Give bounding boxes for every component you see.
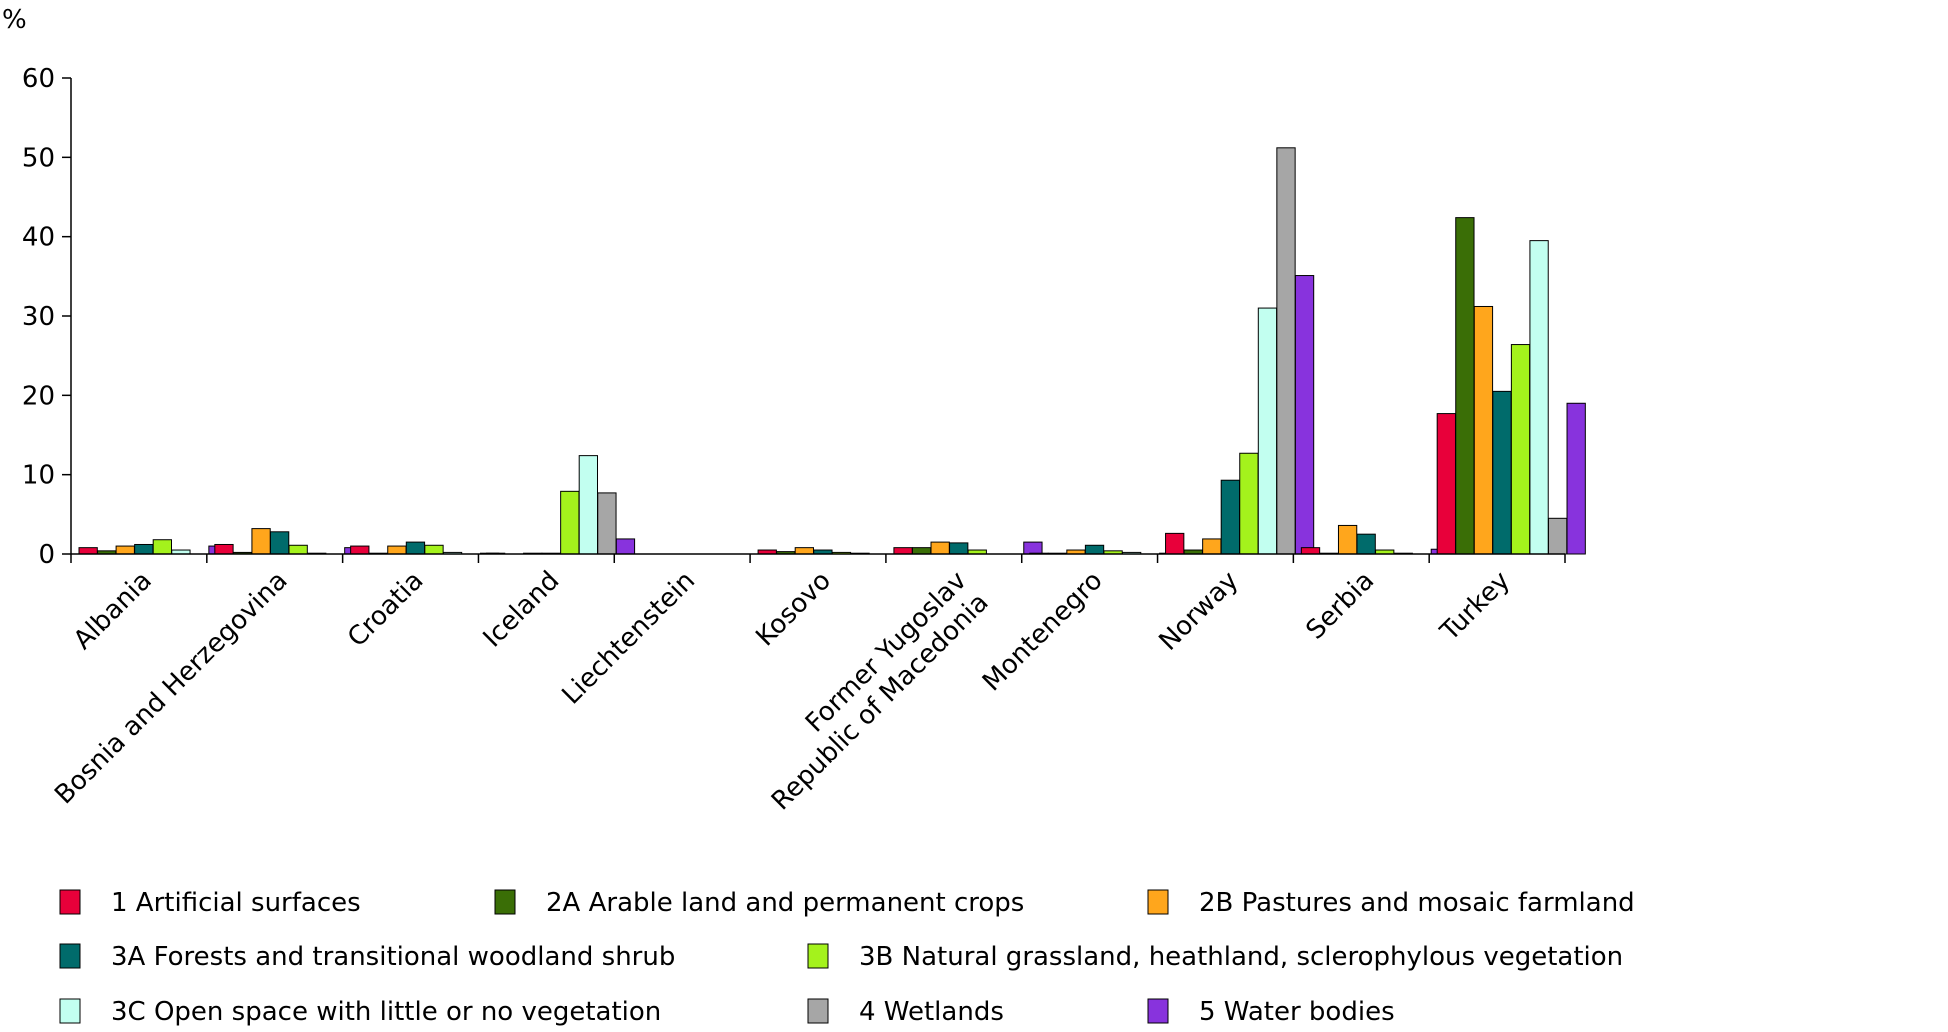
legend-label: 1 Artificial surfaces <box>111 888 361 918</box>
bar <box>387 545 407 555</box>
bar <box>1294 275 1315 555</box>
x-category-label: Albania <box>68 566 158 656</box>
y-tick-label: 60 <box>22 64 55 94</box>
legend-item: 5 Water bodies <box>1147 997 1395 1027</box>
bar <box>560 490 580 555</box>
bar <box>794 547 814 555</box>
bar <box>949 542 969 555</box>
x-category-label: Bosnia and Herzegovina <box>49 566 293 810</box>
y-axis-unit-label: % <box>2 5 27 35</box>
legend-swatch <box>494 889 516 915</box>
bars <box>78 147 1586 555</box>
bar <box>152 539 172 555</box>
legend-label: 5 Water bodies <box>1199 997 1395 1027</box>
y-tick-label: 40 <box>22 223 55 253</box>
legend-label: 3B Natural grassland, heathland, sclerop… <box>859 942 1623 972</box>
legend-swatch <box>59 998 81 1024</box>
legend-item: 4 Wetlands <box>807 997 1004 1027</box>
legend-swatch <box>1147 998 1169 1024</box>
bar <box>214 543 234 555</box>
y-tick-label: 30 <box>22 302 55 332</box>
bar <box>134 543 154 555</box>
bar <box>424 544 444 555</box>
bar <box>1436 413 1456 555</box>
bar <box>350 545 370 555</box>
bar <box>597 492 617 555</box>
bar <box>405 541 426 555</box>
bar <box>1473 305 1494 555</box>
legend: 1 Artificial surfaces 2A Arable land and … <box>59 888 1635 1027</box>
y-tick-label: 0 <box>38 540 55 570</box>
bar <box>893 547 913 555</box>
bar <box>911 547 932 555</box>
bar <box>1202 538 1222 555</box>
x-category-label: Serbia <box>1300 566 1380 646</box>
legend-item: 1 Artificial surfaces <box>59 888 361 918</box>
bar <box>1220 479 1240 555</box>
bar <box>1257 307 1278 555</box>
bar <box>1547 517 1568 555</box>
bar <box>1084 544 1105 555</box>
legend-item: 3A Forests and transitional woodland shr… <box>59 942 675 972</box>
bar <box>1566 402 1586 555</box>
bar <box>288 544 308 555</box>
bar <box>578 455 599 555</box>
legend-label: 3C Open space with little or no vegetati… <box>111 997 661 1027</box>
y-tick-label: 20 <box>22 381 55 411</box>
x-category-label: Liechtenstein <box>556 566 701 711</box>
x-category-label: Montenegro <box>977 566 1109 698</box>
legend-label: 4 Wetlands <box>859 997 1004 1027</box>
legend-label: 2B Pastures and mosaic farmland <box>1199 888 1635 918</box>
legend-swatch <box>1147 889 1169 915</box>
bar <box>1529 240 1549 555</box>
bar <box>1239 452 1259 555</box>
y-tick-label: 10 <box>22 461 55 491</box>
bar <box>1276 147 1296 555</box>
x-category-label: Turkey <box>1434 566 1516 648</box>
bar <box>115 545 135 555</box>
bar <box>615 538 636 555</box>
bar <box>1023 541 1043 555</box>
legend-label: 2A Arable land and permanent crops <box>546 888 1024 918</box>
bar <box>269 531 290 555</box>
x-category-label: Kosovo <box>750 566 837 653</box>
bar <box>1510 344 1531 555</box>
bar <box>1165 532 1185 555</box>
bar <box>1337 524 1358 555</box>
x-category-label: Iceland <box>478 566 566 654</box>
legend-swatch <box>807 998 829 1024</box>
bar <box>78 547 98 555</box>
legend-item: 3C Open space with little or no vegetati… <box>59 997 661 1027</box>
legend-item: 2B Pastures and mosaic farmland <box>1147 888 1635 918</box>
bar <box>1300 547 1321 555</box>
y-tick-label: 50 <box>22 143 55 173</box>
axes <box>70 78 1566 563</box>
legend-swatch <box>59 943 81 969</box>
x-category-label: Norway <box>1153 566 1244 657</box>
x-category-label: Croatia <box>342 566 429 653</box>
bar <box>1455 217 1475 555</box>
legend-label: 3A Forests and transitional woodland shr… <box>111 942 675 972</box>
legend-swatch <box>807 943 829 969</box>
legend-item: 3B Natural grassland, heathland, sclerop… <box>807 942 1623 972</box>
legend-swatch <box>59 889 81 915</box>
legend-item: 2A Arable land and permanent crops <box>494 888 1024 918</box>
bar <box>1492 390 1512 555</box>
bar <box>251 528 271 555</box>
y-axis: 0 10 20 30 40 50 60 <box>22 64 71 570</box>
bar <box>1356 533 1376 555</box>
bar <box>930 541 950 555</box>
